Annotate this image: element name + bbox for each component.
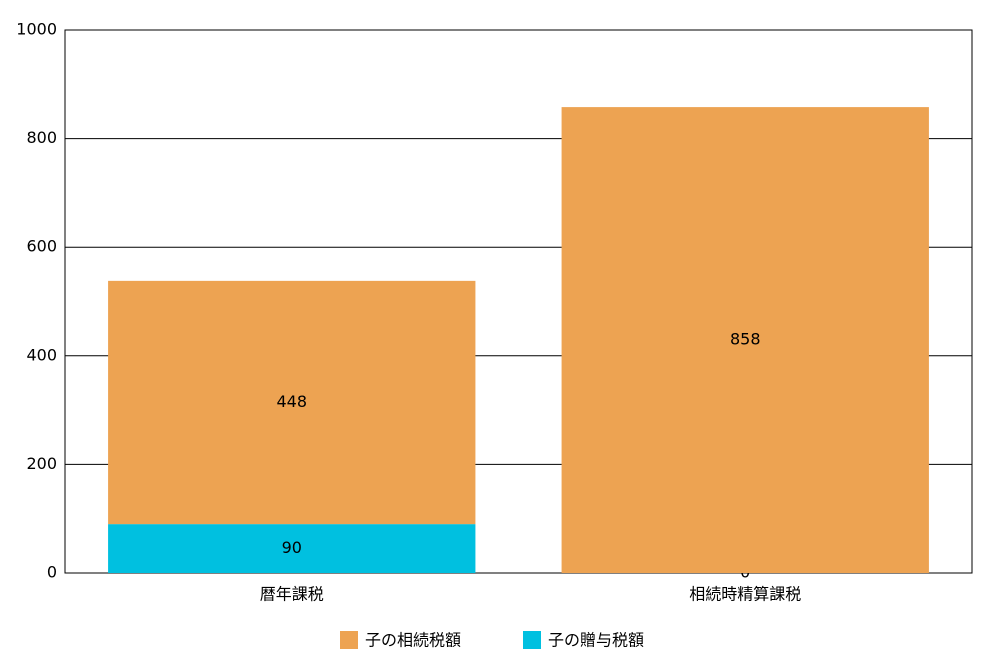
y-tick-label: 1000: [16, 20, 57, 39]
x-tick-label: 相続時精算課税: [689, 585, 801, 604]
data-label: 448: [276, 392, 307, 411]
y-tick-label: 400: [26, 345, 57, 364]
data-label: 858: [730, 330, 761, 349]
bar-segment: [108, 280, 476, 525]
bar-segment: [108, 524, 476, 573]
bar-segment: [561, 107, 929, 573]
x-tick-label: 暦年課税: [260, 585, 324, 604]
y-tick-label: 0: [47, 563, 57, 582]
legend-label: 子の贈与税額: [548, 631, 644, 650]
plot-border: [64, 29, 973, 574]
data-label: 90: [282, 538, 302, 557]
legend-label: 子の相続税額: [365, 631, 461, 650]
y-tick-label: 200: [26, 454, 57, 473]
legend-swatch: [340, 631, 358, 649]
y-tick-label: 600: [26, 237, 57, 256]
legend-swatch: [523, 631, 541, 649]
y-tick-label: 800: [26, 128, 57, 147]
